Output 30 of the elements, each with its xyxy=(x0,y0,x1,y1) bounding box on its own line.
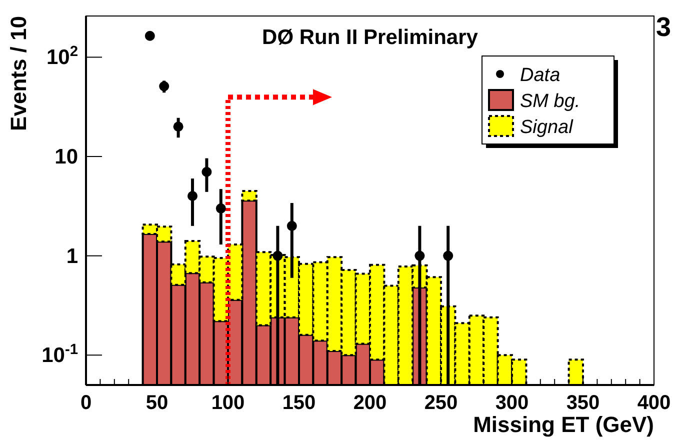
y-tick-label: 10 xyxy=(54,146,78,169)
y-tick-label: 10$^{2}$ xyxy=(46,44,78,70)
point xyxy=(173,122,184,132)
point xyxy=(216,203,226,214)
x-tick-label: 0 xyxy=(80,392,92,414)
y-axis-title: Events / 10 xyxy=(6,16,31,131)
point xyxy=(159,81,170,92)
x-tick-label: 350 xyxy=(566,392,600,414)
point xyxy=(414,250,425,261)
text: DØ Run II Preliminary xyxy=(262,26,478,49)
y-tick-label: 1 xyxy=(66,244,78,268)
x-tick-label: 50 xyxy=(146,392,168,414)
x-tick-label: 250 xyxy=(424,392,458,414)
legend-label: SM bg. xyxy=(520,91,580,112)
point xyxy=(202,166,212,177)
legend-label: Data xyxy=(520,65,560,86)
point xyxy=(272,250,283,261)
point xyxy=(443,250,454,261)
x-tick-label: 100 xyxy=(211,392,245,414)
x-tick-label: 150 xyxy=(282,392,316,414)
point xyxy=(188,191,198,202)
x-tick-label: 200 xyxy=(353,392,387,414)
x-tick-label: 400 xyxy=(637,392,671,414)
x-axis-title: Missing ET (GeV) xyxy=(473,412,654,437)
legend-label: Signal xyxy=(520,117,574,138)
point xyxy=(144,30,155,41)
y-tick-label: 10$^{-1}$ xyxy=(42,342,78,368)
x-tick-label: 300 xyxy=(495,392,529,414)
point xyxy=(286,220,297,231)
text: 3 xyxy=(656,12,672,42)
